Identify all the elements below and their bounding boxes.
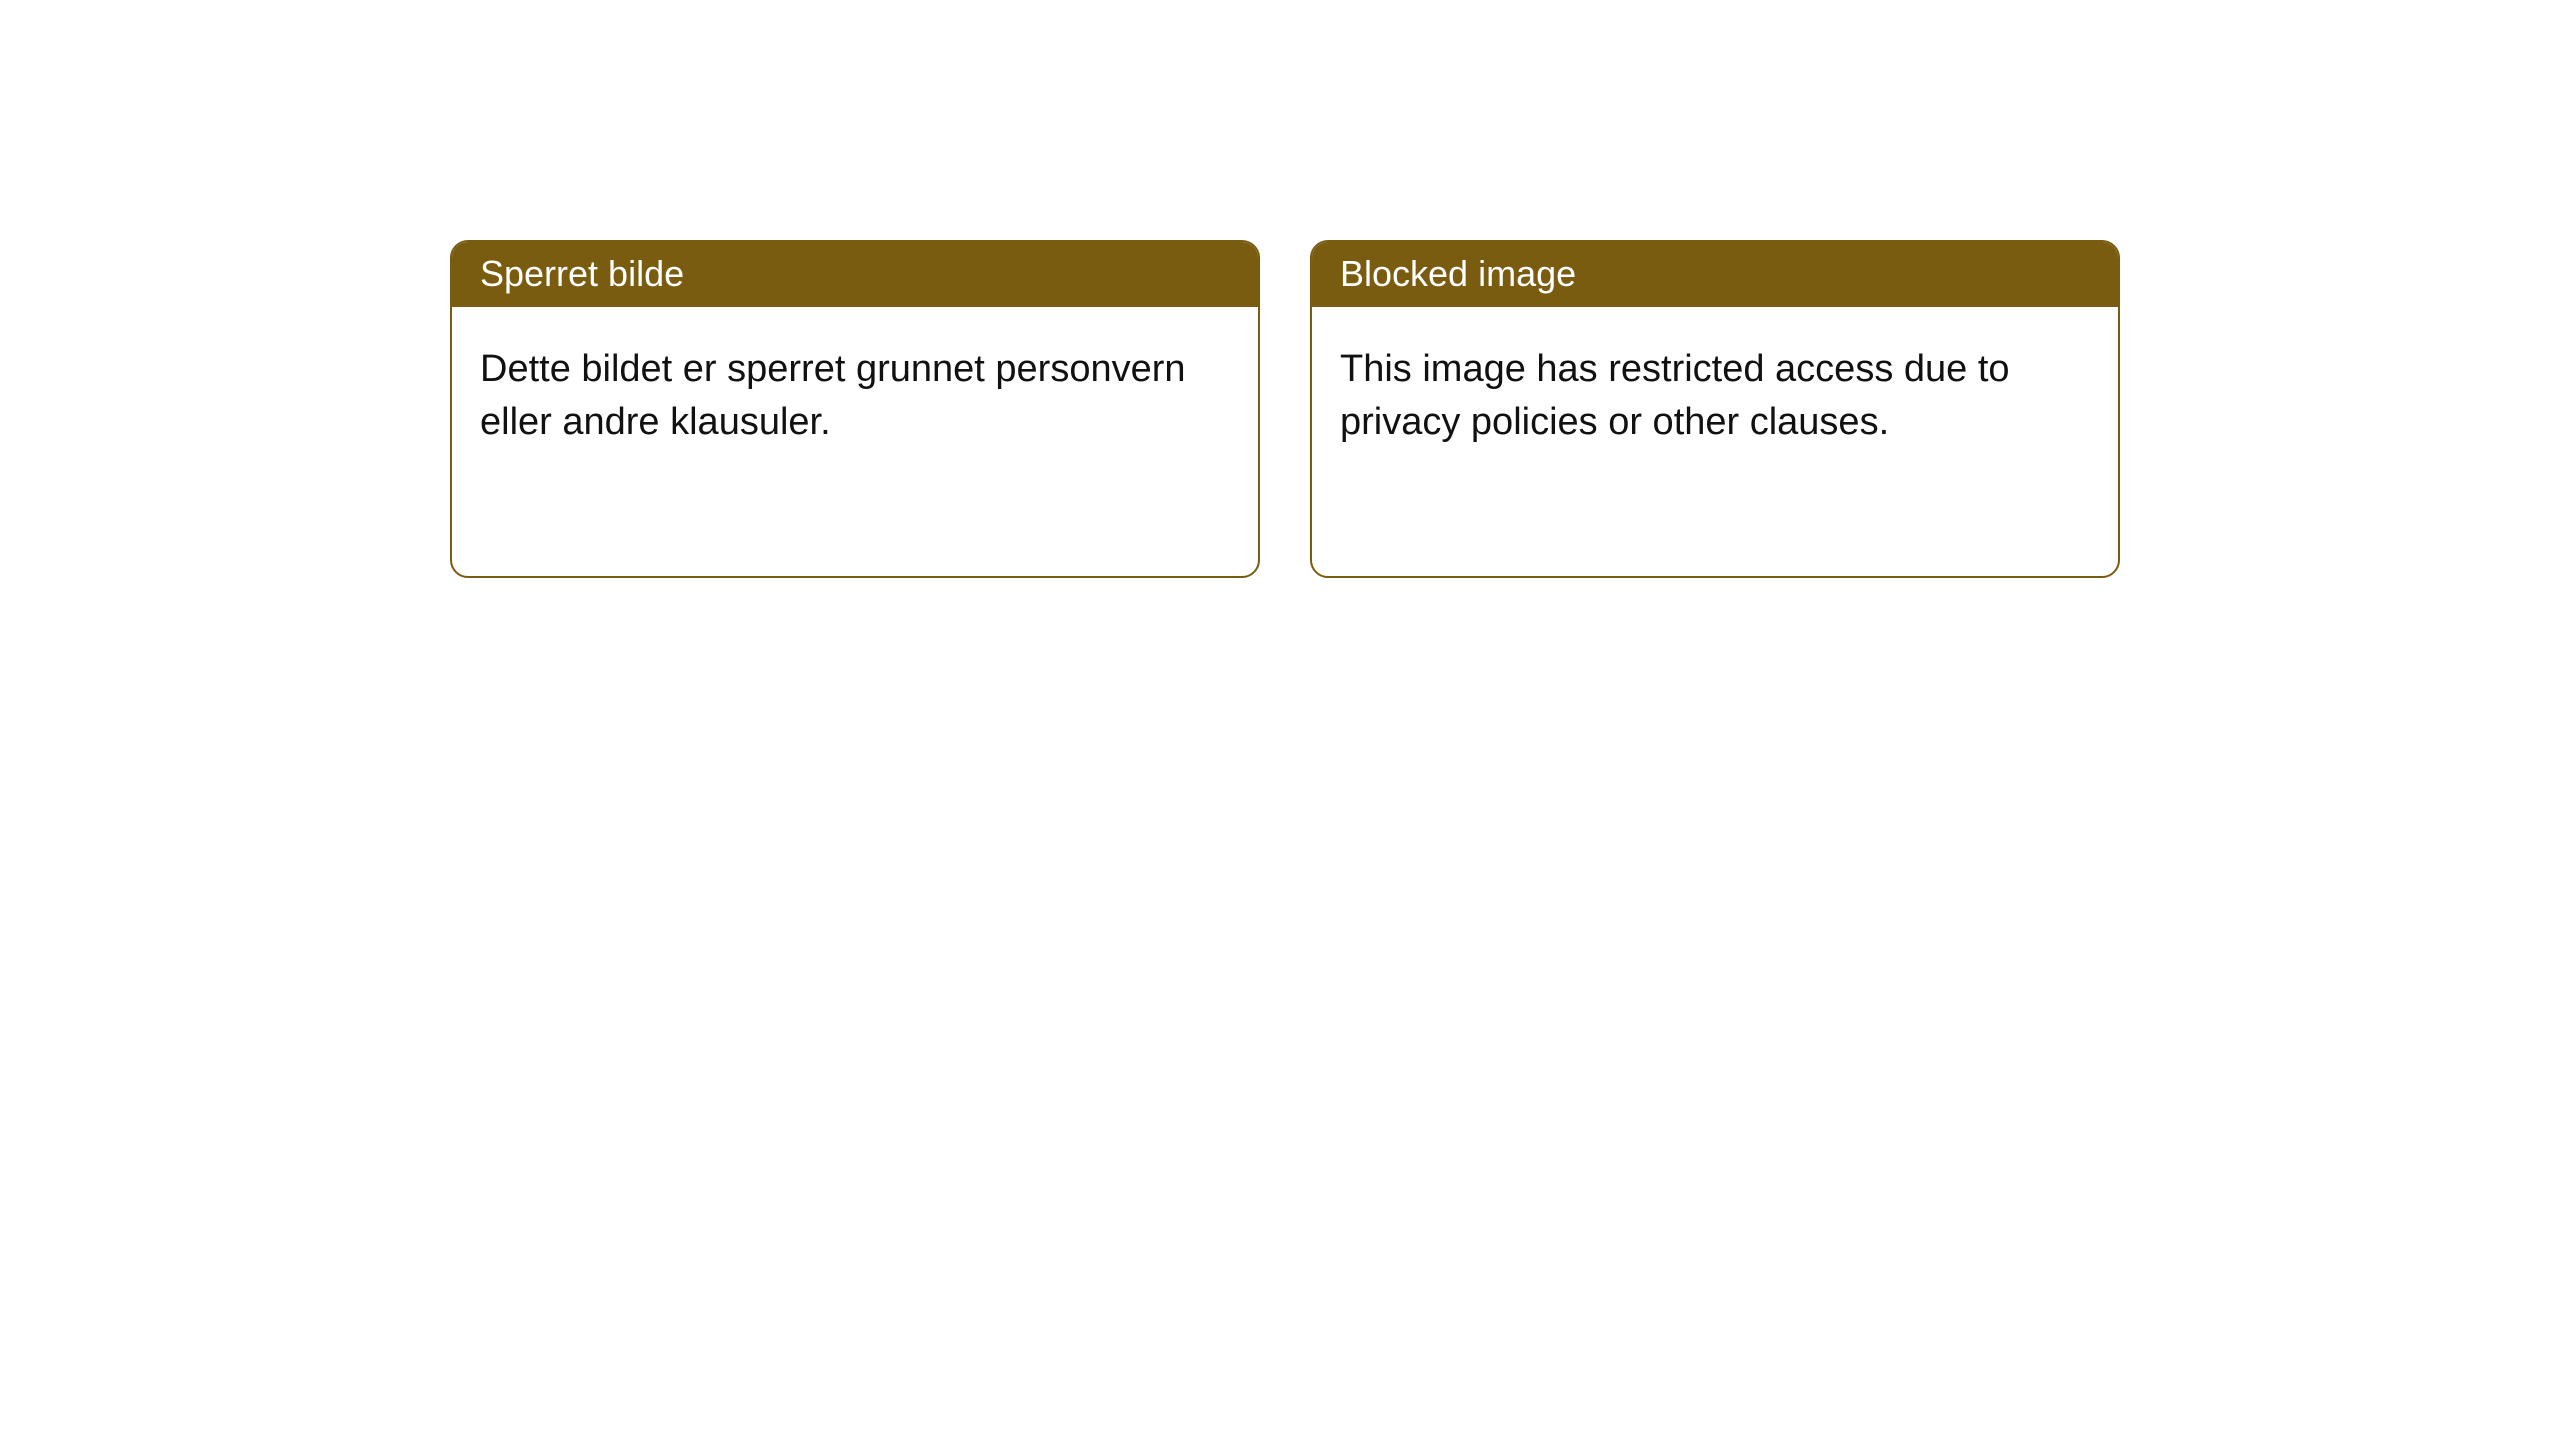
notice-title: Sperret bilde	[452, 242, 1258, 307]
notice-box-norwegian: Sperret bilde Dette bildet er sperret gr…	[450, 240, 1260, 578]
notice-title: Blocked image	[1312, 242, 2118, 307]
notice-box-english: Blocked image This image has restricted …	[1310, 240, 2120, 578]
notice-body: This image has restricted access due to …	[1312, 307, 2118, 484]
notice-body: Dette bildet er sperret grunnet personve…	[452, 307, 1258, 484]
notice-container: Sperret bilde Dette bildet er sperret gr…	[0, 0, 2560, 578]
